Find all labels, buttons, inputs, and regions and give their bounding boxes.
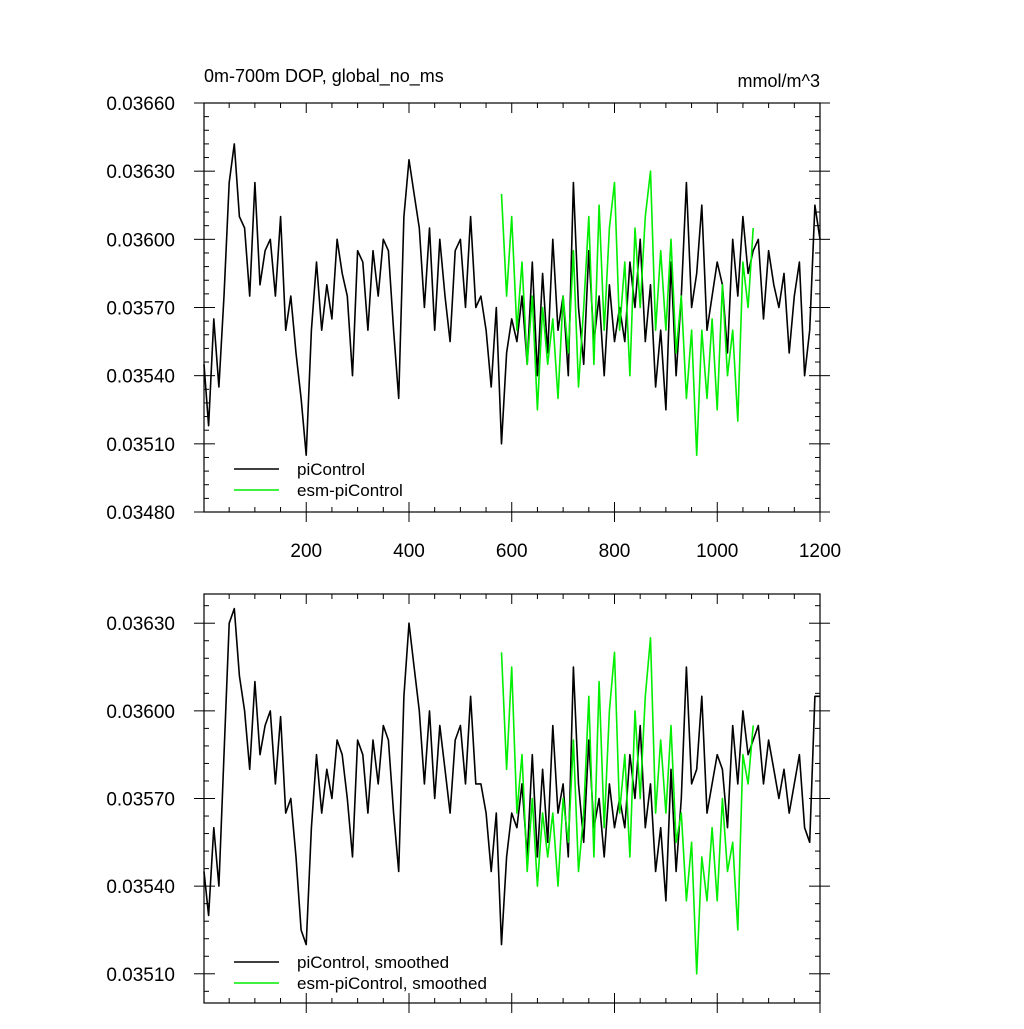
x-tick-label: 800 [599,541,631,562]
x-tick-label: 600 [496,541,528,562]
y-tick-label: 0.03510 [106,435,175,456]
y-tick-label: 0.03570 [106,299,175,320]
bottom-plot-lines [203,607,820,975]
y-tick-label: 0.03480 [106,503,175,524]
top-panel: 0m-700m DOP, global_no_ms mmol/m^3 200 40… [106,66,841,562]
y-tick-label: 0.03630 [106,614,175,635]
bottom-axis-ticks: 0.03510 0.03540 0.03570 0.03600 0.03630 [106,594,830,1013]
top-plot-lines [203,143,821,457]
y-tick-label: 0.03630 [106,162,175,183]
bottom-plot-frame [203,593,821,1004]
y-tick-label: 0.03600 [106,702,175,723]
x-tick-label: 400 [393,541,425,562]
top-legend: piControl esm-piControl [234,460,403,500]
x-tick-label: 200 [290,541,322,562]
series-line-picontrol [203,143,821,457]
y-tick-label: 0.03570 [106,790,175,811]
bottom-panel: 0.03510 0.03540 0.03570 0.03600 0.03630 piCo… [106,593,830,1013]
legend-label-esm-picontrol-smoothed: esm-piControl, smoothed [297,974,487,993]
series-line-esm-picontrol [500,170,754,457]
chart-title: 0m-700m DOP, global_no_ms [204,66,444,87]
series-line-esm-picontrol-smoothed [500,636,754,975]
x-tick-label: 1000 [696,541,738,562]
y-tick-label: 0.03510 [106,965,175,986]
x-tick-label: 1200 [799,541,841,562]
bottom-legend: piControl, smoothed esm-piControl, smoot… [234,953,487,993]
legend-label-picontrol-smoothed: piControl, smoothed [297,953,449,972]
legend-label-esm-picontrol: esm-piControl [297,481,403,500]
series-line-picontrol-smoothed [203,607,820,946]
units-label: mmol/m^3 [738,71,820,91]
legend-label-picontrol: piControl [297,460,365,479]
y-tick-label: 0.03660 [106,94,175,115]
top-plot-frame [203,102,821,513]
y-tick-label: 0.03540 [106,367,175,388]
y-tick-label: 0.03540 [106,877,175,898]
top-axis-ticks: 200 400 600 800 1000 1200 0.03480 0.03510 0.0354… [106,94,841,562]
y-tick-label: 0.03600 [106,230,175,251]
